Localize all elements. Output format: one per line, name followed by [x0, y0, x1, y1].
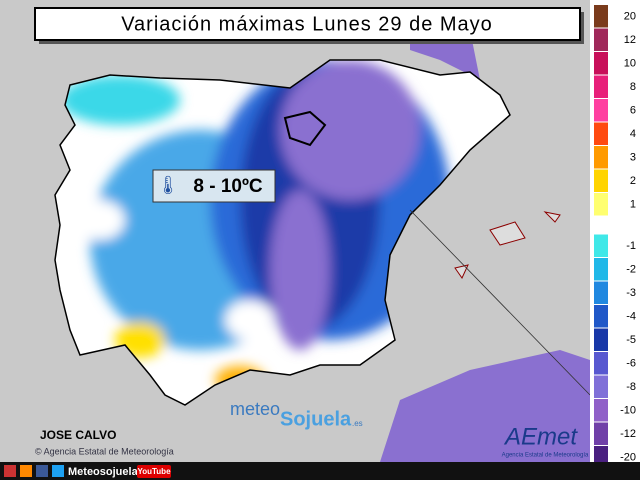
annotation: 8 - 10ºC [193, 176, 263, 197]
inset-line [409, 209, 591, 396]
legend-label: -12 [620, 428, 636, 440]
islands [454, 211, 561, 279]
legend-swatch [594, 99, 608, 122]
legend-swatch [594, 169, 608, 192]
legend-label: -2 [626, 264, 636, 276]
legend-label: 20 [624, 11, 636, 23]
thermometer-icon: 🌡 [157, 175, 180, 195]
legend: 20 12 10 8 6 4 3 2 1 -1 -2 -3 -4 -5 -6 -8 -10 -12 -20 [590, 0, 640, 469]
legend-label: 3 [630, 152, 636, 164]
legend-swatch [594, 422, 608, 445]
legend-label: -10 [620, 405, 636, 417]
annotation-box [152, 169, 276, 203]
legend-label: -4 [626, 311, 636, 323]
legend-swatch [594, 399, 608, 422]
social-icon [52, 465, 64, 477]
legend-swatch [594, 5, 608, 28]
legend-label: 6 [630, 105, 636, 117]
legend-swatch [594, 328, 608, 351]
legend-label: -1 [626, 240, 636, 252]
legend-swatch [594, 193, 608, 216]
africa-anomaly [380, 350, 590, 462]
video-badge[interactable] [137, 465, 171, 478]
coastline [54, 59, 511, 406]
legend-swatch [594, 305, 608, 328]
legend-label: -20 [620, 452, 636, 464]
legend-swatch [594, 281, 608, 304]
watermark-suffix: .es [352, 419, 363, 428]
footer-site[interactable]: Meteosojuela [68, 466, 139, 478]
title: Variación máximas Lunes 29 de Mayo [121, 13, 493, 35]
legend-label: -6 [626, 358, 636, 370]
legend-swatch [594, 234, 608, 257]
legend-label: 8 [630, 81, 636, 93]
legend-label: 12 [624, 34, 636, 46]
legend-swatch [594, 122, 608, 145]
legend-swatch [594, 375, 608, 398]
legend-swatch [594, 258, 608, 281]
legend-label: 1 [630, 199, 636, 211]
watermark-prefix: meteo [230, 399, 280, 419]
legend-swatch [594, 352, 608, 375]
watermark-name: Sojuela [280, 408, 352, 430]
social-icon [20, 465, 32, 477]
legend-swatch [594, 28, 608, 51]
title-box [34, 7, 581, 41]
legend-swatch [594, 52, 608, 75]
legend-label: 4 [630, 128, 636, 140]
author: JOSE CALVO [40, 428, 116, 442]
social-icon [4, 465, 16, 477]
logo: AEmet [503, 423, 578, 450]
legend-swatch [594, 146, 608, 169]
logo-subtitle: Agencia Estatal de Meteorología [502, 453, 589, 459]
footer-video[interactable]: YouTube [137, 467, 171, 476]
region-outline [283, 110, 327, 147]
credit: © Agencia Estatal de Meteorología [35, 446, 174, 456]
legend-swatch [594, 75, 608, 98]
map [0, 0, 591, 462]
legend-label: 10 [624, 58, 636, 70]
legend-label: 2 [630, 175, 636, 187]
legend-label: -3 [626, 287, 636, 299]
social-icon [36, 465, 48, 477]
legend-label: -5 [626, 334, 636, 346]
legend-label: -8 [626, 381, 636, 393]
